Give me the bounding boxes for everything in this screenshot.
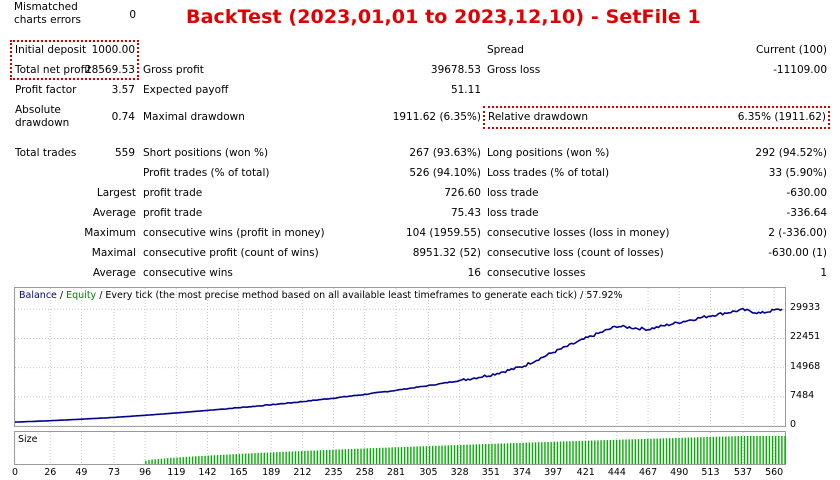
- loss-trades-label: Loss trades (% of total): [487, 167, 610, 179]
- y-axis-tick-label: 29933: [790, 302, 821, 314]
- legend-equity: Equity: [66, 290, 97, 301]
- highlight-box-relative-drawdown: [483, 106, 830, 129]
- gross-loss-value: -11109.00: [773, 64, 827, 76]
- maximal-cons-profit-label: consecutive profit (count of wins): [143, 247, 319, 259]
- mismatched-value: 0: [129, 9, 136, 21]
- profit-trades-value: 526 (94.10%): [409, 167, 481, 179]
- maximal-label: Maximal: [91, 247, 136, 259]
- maximal-drawdown-label: Maximal drawdown: [143, 111, 245, 123]
- spread-label: Spread: [487, 44, 524, 56]
- profit-factor-label: Profit factor: [15, 84, 77, 96]
- x-axis-tick-label: 212: [293, 467, 312, 478]
- gross-loss-label: Gross loss: [487, 64, 541, 76]
- legend-sep: /: [56, 290, 67, 301]
- mismatched-label: Mismatched charts errors: [14, 1, 81, 26]
- total-trades-label: Total trades: [15, 147, 77, 159]
- maximal-cons-loss-label: consecutive loss (count of losses): [487, 247, 664, 259]
- max-cons-wins-label: consecutive wins (profit in money): [143, 227, 325, 239]
- largest-loss-label: loss trade: [487, 187, 539, 199]
- absolute-drawdown-value: 0.74: [111, 111, 135, 123]
- x-axis-tick-label: 444: [607, 467, 626, 478]
- max-cons-losses-value: 2 (-336.00): [768, 227, 827, 239]
- long-positions-label: Long positions (won %): [487, 147, 610, 159]
- highlight-box-deposit: [10, 40, 139, 80]
- average-profit-label: profit trade: [143, 207, 203, 219]
- average2-label: Average: [92, 267, 136, 279]
- largest-profit-label: profit trade: [143, 187, 203, 199]
- absolute-drawdown-label: Absolute drawdown: [15, 104, 70, 129]
- gross-profit-label: Gross profit: [143, 64, 204, 76]
- profit-factor-value: 3.57: [111, 84, 135, 96]
- x-axis-tick-label: 235: [324, 467, 343, 478]
- x-axis-tick-label: 351: [481, 467, 500, 478]
- expected-payoff-label: Expected payoff: [143, 84, 229, 96]
- x-axis-tick-label: 537: [733, 467, 753, 478]
- x-axis-tick-label: 119: [167, 467, 186, 478]
- x-axis-tick-label: 328: [450, 467, 469, 478]
- x-axis-tick-label: 142: [198, 467, 217, 478]
- avg-cons-losses-label: consecutive losses: [487, 267, 586, 279]
- short-positions-value: 267 (93.63%): [409, 147, 481, 159]
- maximal-drawdown-value: 1911.62 (6.35%): [392, 111, 481, 123]
- x-axis-tick-label: 513: [701, 467, 720, 478]
- legend-balance: Balance: [19, 290, 57, 301]
- short-positions-label: Short positions (won %): [143, 147, 269, 159]
- x-axis-tick-label: 49: [75, 467, 88, 478]
- x-axis-tick-label: 165: [229, 467, 248, 478]
- relative-drawdown-label: Relative drawdown: [488, 111, 589, 123]
- long-positions-value: 292 (94.52%): [755, 147, 827, 159]
- avg-cons-wins-value: 16: [467, 267, 481, 279]
- x-axis-tick-label: 467: [639, 467, 658, 478]
- gross-profit-value: 39678.53: [430, 64, 481, 76]
- average-label: Average: [92, 207, 136, 219]
- average-loss-label: loss trade: [487, 207, 539, 219]
- x-axis-tick-label: 421: [576, 467, 595, 478]
- largest-profit-value: 726.60: [444, 187, 481, 199]
- volume-chart-panel: [14, 431, 786, 465]
- avg-cons-losses-value: 1: [820, 267, 827, 279]
- x-axis-tick-label: 258: [355, 467, 374, 478]
- largest-label: Largest: [96, 187, 136, 199]
- x-axis-tick-label: 73: [107, 467, 120, 478]
- average-profit-value: 75.43: [450, 207, 481, 219]
- size-label: Size: [18, 434, 38, 445]
- y-axis-tick-label: 0: [790, 419, 797, 430]
- avg-cons-wins-label: consecutive wins: [143, 267, 233, 279]
- initial-deposit-label: Initial deposit: [15, 44, 87, 56]
- initial-deposit-value: 1000.00: [91, 44, 135, 56]
- y-axis-tick-label: 22451: [790, 331, 821, 343]
- loss-trades-value: 33 (5.90%): [768, 167, 827, 179]
- x-axis-tick-label: 560: [765, 467, 784, 478]
- max-cons-losses-label: consecutive losses (loss in money): [487, 227, 670, 239]
- x-axis-tick-label: 305: [419, 467, 438, 478]
- maximal-cons-loss-value: -630.00 (1): [768, 247, 827, 259]
- balance-chart-panel: [14, 287, 786, 427]
- maximal-cons-profit-value: 8951.32 (52): [412, 247, 481, 259]
- y-axis-tick-label: 7484: [790, 389, 815, 401]
- report-title: BackTest (2023,01,01 to 2023,12,10) - Se…: [186, 6, 701, 28]
- profit-trades-label: Profit trades (% of total): [143, 167, 270, 179]
- x-axis-tick-label: 26: [44, 467, 57, 478]
- maximum-label: Maximum: [84, 227, 136, 239]
- x-axis-tick-label: 490: [670, 467, 689, 478]
- total-net-profit-value: 28569.53: [84, 64, 135, 76]
- y-axis-tick-label: 14968: [790, 360, 821, 372]
- average-loss-value: -336.64: [786, 207, 827, 219]
- x-axis-tick-label: 0: [11, 467, 19, 478]
- x-axis-tick-label: 96: [139, 467, 152, 478]
- largest-loss-value: -630.00: [786, 187, 827, 199]
- max-cons-wins-value: 104 (1959.55): [406, 227, 481, 239]
- spread-value: Current (100): [755, 44, 827, 56]
- relative-drawdown-value: 6.35% (1911.62): [737, 111, 826, 123]
- expected-payoff-value: 51.11: [450, 84, 481, 96]
- x-axis-tick-label: 374: [512, 467, 532, 478]
- total-trades-value: 559: [114, 147, 135, 159]
- x-axis-tick-label: 189: [262, 467, 281, 478]
- total-net-profit-label: Total net profit: [15, 64, 92, 76]
- x-axis-tick-label: 281: [386, 467, 405, 478]
- x-axis-tick-label: 397: [544, 467, 563, 478]
- legend-rest: / Every tick (the most precise method ba…: [96, 290, 623, 301]
- chart-legend: Balance / Equity / Every tick (the most …: [19, 290, 623, 301]
